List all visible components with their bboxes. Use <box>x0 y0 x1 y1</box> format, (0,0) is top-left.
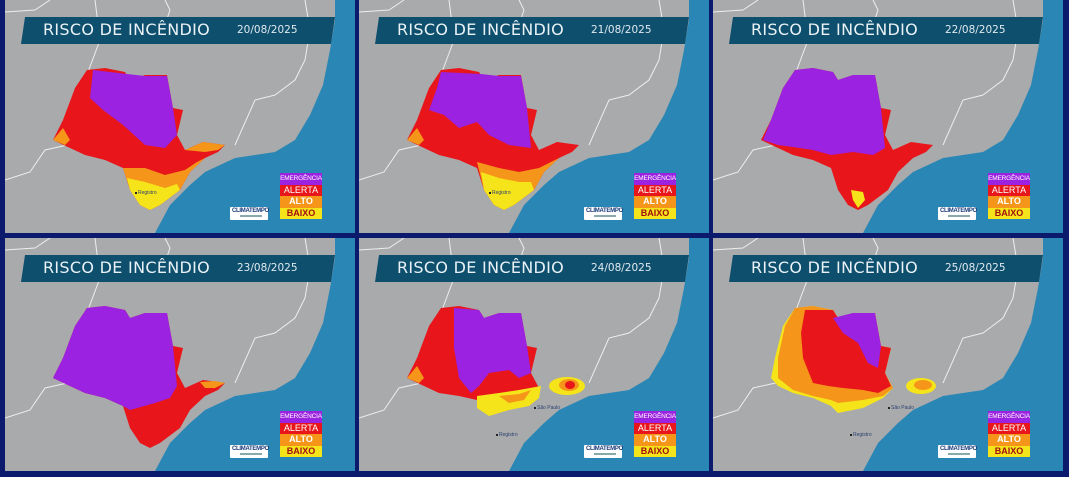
legend-alerta: ALERTA <box>988 184 1030 196</box>
legend-alto: ALTO <box>280 434 322 446</box>
title-bar: RISCO DE INCÊNDIO 24/08/2025 <box>375 255 689 282</box>
climatempo-logo: CLIMATEMPO <box>230 207 269 220</box>
legend-alto: ALTO <box>634 196 676 208</box>
legend-alerta: ALERTA <box>634 184 676 196</box>
title-bar: RISCO DE INCÊNDIO 20/08/2025 <box>21 17 335 44</box>
panel-title: RISCO DE INCÊNDIO <box>43 20 211 39</box>
title-bar: RISCO DE INCÊNDIO 25/08/2025 <box>729 255 1043 282</box>
legend-alto: ALTO <box>634 434 676 446</box>
city-label-registro: Registro <box>135 190 157 196</box>
legend-emergencia: EMERGÊNCIA <box>280 411 322 423</box>
risk-legend: EMERGÊNCIA ALERTA ALTO BAIXO <box>280 411 322 457</box>
city-label-registro: Registro <box>489 190 511 196</box>
panel-title: RISCO DE INCÊNDIO <box>43 258 211 277</box>
legend-emergencia: EMERGÊNCIA <box>280 173 322 185</box>
legend-emergencia: EMERGÊNCIA <box>634 173 676 185</box>
legend-alerta: ALERTA <box>280 422 322 434</box>
map-panel-24-08: RISCO DE INCÊNDIO 24/08/2025 São Paulo R… <box>359 238 709 471</box>
panel-date: 20/08/2025 <box>237 24 298 36</box>
risk-legend: EMERGÊNCIA ALERTA ALTO BAIXO <box>634 173 676 219</box>
panel-title: RISCO DE INCÊNDIO <box>397 20 565 39</box>
fire-risk-forecast-grid: RISCO DE INCÊNDIO 20/08/2025 Registro CL… <box>5 0 1067 473</box>
legend-baixo: BAIXO <box>634 207 676 219</box>
legend-alerta: ALERTA <box>280 184 322 196</box>
city-label-registro: Registro <box>496 432 518 438</box>
panel-date: 21/08/2025 <box>591 24 652 36</box>
panel-date: 25/08/2025 <box>945 262 1006 274</box>
panel-date: 22/08/2025 <box>945 24 1006 36</box>
risk-legend: EMERGÊNCIA ALERTA ALTO BAIXO <box>988 173 1030 219</box>
map-panel-20-08: RISCO DE INCÊNDIO 20/08/2025 Registro CL… <box>5 0 355 233</box>
panel-title: RISCO DE INCÊNDIO <box>397 258 565 277</box>
legend-alerta: ALERTA <box>988 422 1030 434</box>
legend-baixo: BAIXO <box>280 445 322 457</box>
climatempo-logo: CLIMATEMPO <box>584 207 623 220</box>
legend-alto: ALTO <box>988 434 1030 446</box>
legend-emergencia: EMERGÊNCIA <box>634 411 676 423</box>
climatempo-logo: CLIMATEMPO <box>938 445 977 458</box>
map-panel-21-08: RISCO DE INCÊNDIO 21/08/2025 Registro CL… <box>359 0 709 233</box>
map-panel-23-08: RISCO DE INCÊNDIO 23/08/2025 CLIMATEMPO … <box>5 238 355 471</box>
panel-date: 23/08/2025 <box>237 262 298 274</box>
city-label-sao-paulo: São Paulo <box>534 405 560 411</box>
panel-title: RISCO DE INCÊNDIO <box>751 258 919 277</box>
legend-alto: ALTO <box>280 196 322 208</box>
legend-emergencia: EMERGÊNCIA <box>988 411 1030 423</box>
title-bar: RISCO DE INCÊNDIO 23/08/2025 <box>21 255 335 282</box>
map-panel-25-08: RISCO DE INCÊNDIO 25/08/2025 São Paulo R… <box>713 238 1063 471</box>
legend-emergencia: EMERGÊNCIA <box>988 173 1030 185</box>
climatempo-logo: CLIMATEMPO <box>938 207 977 220</box>
risk-legend: EMERGÊNCIA ALERTA ALTO BAIXO <box>988 411 1030 457</box>
legend-baixo: BAIXO <box>280 207 322 219</box>
legend-alto: ALTO <box>988 196 1030 208</box>
legend-baixo: BAIXO <box>988 207 1030 219</box>
climatempo-logo: CLIMATEMPO <box>230 445 269 458</box>
risk-legend: EMERGÊNCIA ALERTA ALTO BAIXO <box>280 173 322 219</box>
risk-legend: EMERGÊNCIA ALERTA ALTO BAIXO <box>634 411 676 457</box>
panel-title: RISCO DE INCÊNDIO <box>751 20 919 39</box>
legend-alerta: ALERTA <box>634 422 676 434</box>
city-label-sao-paulo: São Paulo <box>888 405 914 411</box>
city-label-registro: Registro <box>850 432 872 438</box>
panel-date: 24/08/2025 <box>591 262 652 274</box>
map-panel-22-08: RISCO DE INCÊNDIO 22/08/2025 CLIMATEMPO … <box>713 0 1063 233</box>
legend-baixo: BAIXO <box>634 445 676 457</box>
title-bar: RISCO DE INCÊNDIO 22/08/2025 <box>729 17 1043 44</box>
climatempo-logo: CLIMATEMPO <box>584 445 623 458</box>
legend-baixo: BAIXO <box>988 445 1030 457</box>
title-bar: RISCO DE INCÊNDIO 21/08/2025 <box>375 17 689 44</box>
